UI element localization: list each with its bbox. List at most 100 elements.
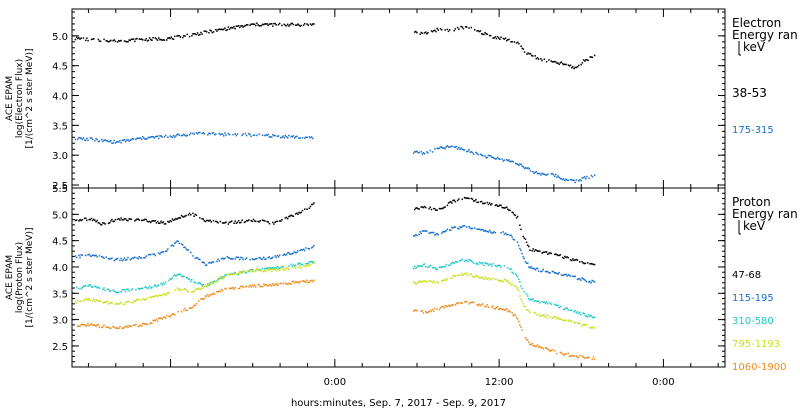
data-point-795-1193 <box>312 262 314 264</box>
data-point-795-1193 <box>304 265 306 267</box>
data-point-795-1193 <box>87 299 89 301</box>
data-point-310-580 <box>483 264 485 266</box>
data-point-38-53 <box>294 24 297 26</box>
data-point-115-195 <box>115 258 118 260</box>
data-point-310-580 <box>440 266 443 269</box>
data-point-1060-1900 <box>579 354 581 357</box>
data-point-1060-1900 <box>460 302 462 304</box>
data-point-310-580 <box>221 277 224 280</box>
data-point-38-53 <box>540 58 542 60</box>
data-point-1060-1900 <box>428 311 430 313</box>
data-point-310-580 <box>155 285 158 288</box>
data-point-115-195 <box>276 254 279 257</box>
data-point-310-580 <box>487 264 490 266</box>
data-point-795-1193 <box>132 299 135 302</box>
data-point-175-315 <box>144 138 146 140</box>
data-point-47-68 <box>152 220 154 222</box>
data-point-795-1193 <box>183 288 185 291</box>
data-point-310-580 <box>156 285 159 287</box>
data-point-1060-1900 <box>201 298 203 300</box>
data-point-1060-1900 <box>313 279 315 282</box>
data-point-1060-1900 <box>144 323 146 325</box>
data-point-1060-1900 <box>218 290 220 292</box>
data-point-1060-1900 <box>103 324 105 326</box>
data-point-310-580 <box>237 273 240 276</box>
data-point-115-195 <box>553 272 556 274</box>
data-point-47-68 <box>79 218 81 221</box>
data-point-1060-1900 <box>101 326 103 329</box>
data-point-175-315 <box>488 155 491 157</box>
data-point-47-68 <box>450 200 452 203</box>
data-point-795-1193 <box>431 281 434 284</box>
data-point-310-580 <box>110 290 112 292</box>
data-point-175-315 <box>458 146 460 149</box>
data-point-175-315 <box>547 173 549 175</box>
data-point-310-580 <box>530 298 532 300</box>
data-point-115-195 <box>162 251 165 253</box>
data-point-38-53 <box>179 36 182 38</box>
data-point-795-1193 <box>300 266 303 269</box>
data-point-38-53 <box>283 23 285 26</box>
data-point-310-580 <box>519 281 521 283</box>
data-point-1060-1900 <box>518 320 520 323</box>
data-point-47-68 <box>574 259 576 261</box>
data-point-175-315 <box>553 175 556 177</box>
data-point-1060-1900 <box>561 353 564 355</box>
data-point-1060-1900 <box>162 316 165 319</box>
data-point-1060-1900 <box>500 308 502 310</box>
data-point-47-68 <box>112 220 114 223</box>
data-point-47-68 <box>446 204 449 207</box>
data-point-175-315 <box>137 137 139 139</box>
data-point-47-68 <box>203 220 206 222</box>
data-point-115-195 <box>592 280 595 282</box>
data-point-115-195 <box>591 279 593 282</box>
data-point-38-53 <box>470 26 473 29</box>
data-point-795-1193 <box>93 298 95 300</box>
data-point-38-53 <box>298 24 300 26</box>
data-point-47-68 <box>417 208 419 210</box>
data-point-47-68 <box>163 223 166 225</box>
data-point-38-53 <box>139 38 142 40</box>
data-point-175-315 <box>459 148 461 151</box>
data-point-1060-1900 <box>305 281 307 283</box>
data-point-1060-1900 <box>514 314 517 317</box>
data-point-38-53 <box>74 38 77 41</box>
data-point-175-315 <box>138 137 141 139</box>
data-point-175-315 <box>308 136 311 138</box>
data-point-1060-1900 <box>507 310 509 313</box>
y-tick-label: 4.0 <box>52 263 68 274</box>
data-point-175-315 <box>527 167 529 169</box>
data-point-1060-1900 <box>461 302 463 304</box>
data-point-115-195 <box>469 227 471 229</box>
data-point-175-315 <box>196 133 199 135</box>
data-point-1060-1900 <box>80 323 82 326</box>
data-point-175-315 <box>525 167 527 169</box>
data-point-175-315 <box>91 138 94 140</box>
data-point-38-53 <box>548 59 550 61</box>
data-point-115-195 <box>177 240 179 243</box>
data-point-310-580 <box>103 287 105 289</box>
data-point-175-315 <box>501 158 503 160</box>
data-point-115-195 <box>423 230 426 232</box>
data-point-1060-1900 <box>547 348 549 350</box>
data-point-38-53 <box>113 39 115 41</box>
data-point-38-53 <box>251 23 254 25</box>
data-point-47-68 <box>281 218 283 221</box>
data-point-47-68 <box>167 220 169 223</box>
data-point-38-53 <box>171 38 174 40</box>
data-point-47-68 <box>142 219 144 221</box>
data-point-795-1193 <box>552 316 555 319</box>
data-point-1060-1900 <box>509 311 511 313</box>
data-point-115-195 <box>240 256 242 259</box>
data-point-38-53 <box>496 36 499 38</box>
data-point-310-580 <box>590 314 592 317</box>
data-point-175-315 <box>590 174 593 177</box>
y-tick-label: 2.5 <box>52 181 68 192</box>
data-point-310-580 <box>176 274 178 276</box>
data-point-795-1193 <box>136 298 138 301</box>
data-point-795-1193 <box>127 300 129 303</box>
data-point-1060-1900 <box>524 337 527 339</box>
data-point-795-1193 <box>256 268 258 270</box>
data-point-175-315 <box>120 142 122 144</box>
y-tick-label: 5.5 <box>52 184 68 195</box>
